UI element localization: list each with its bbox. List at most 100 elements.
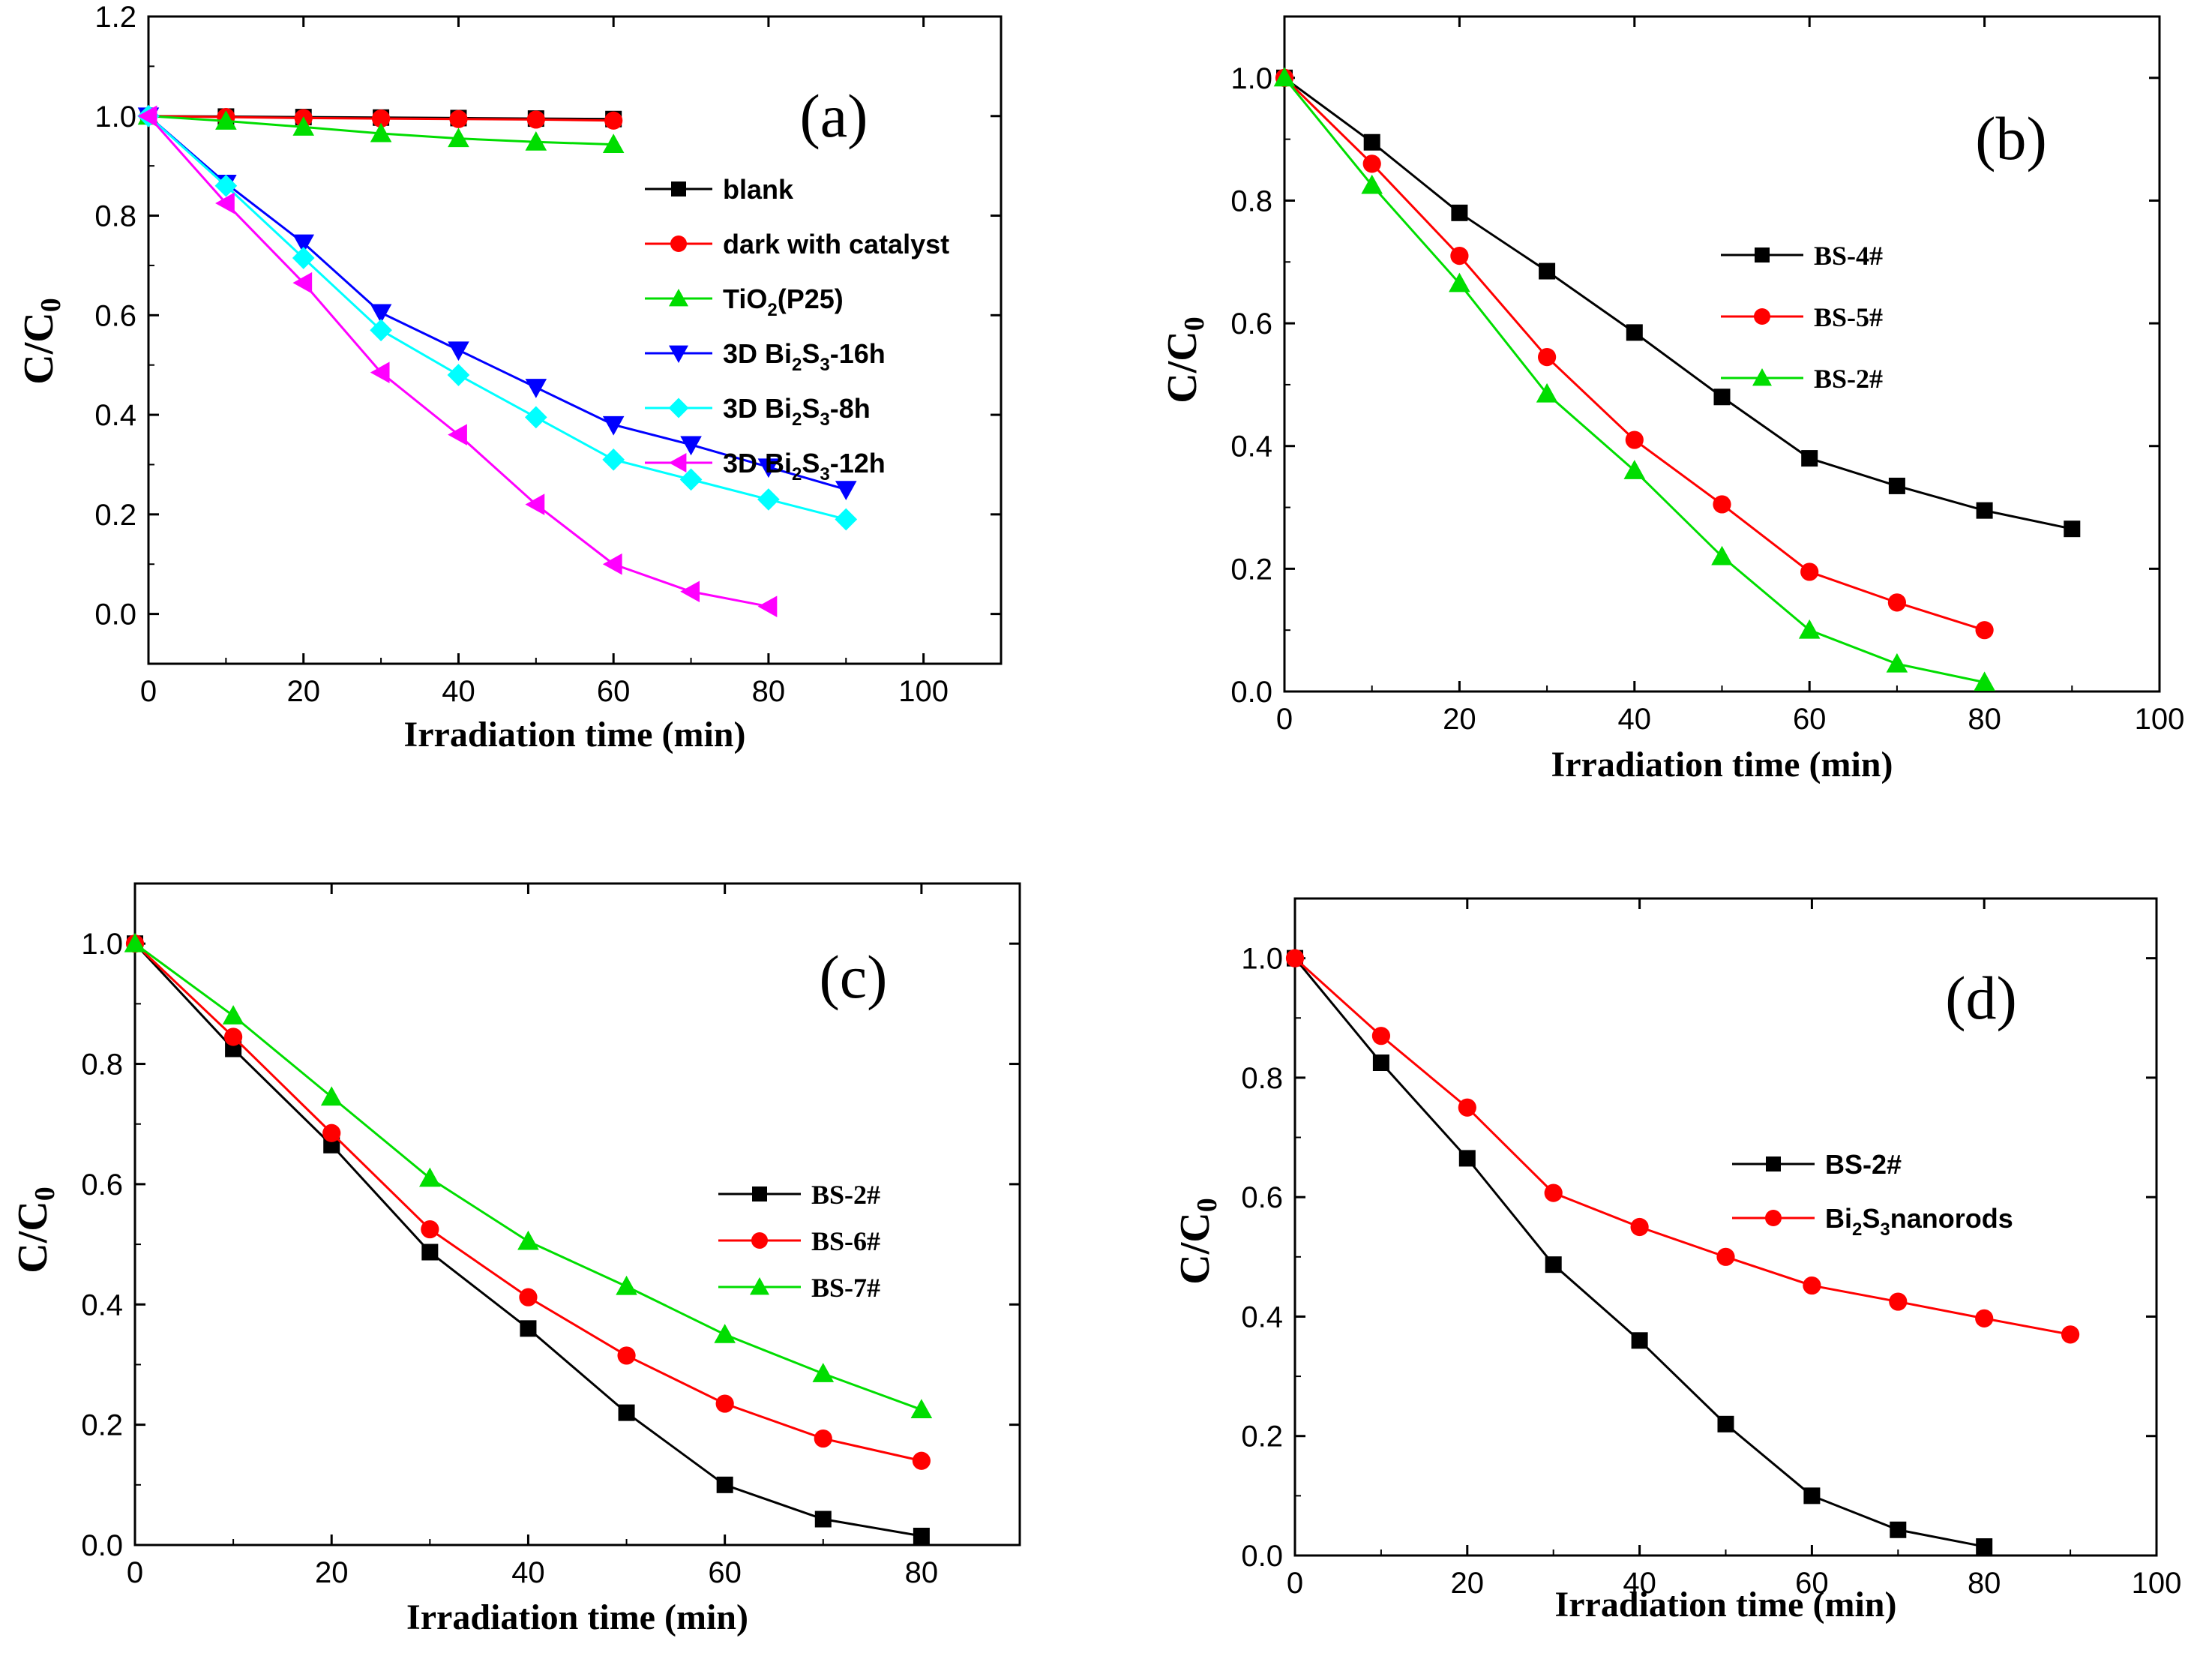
legend-entry: BS-2# [718, 1180, 880, 1210]
y-tick-label: 0.4 [94, 399, 136, 432]
legend-marker [670, 236, 687, 252]
panel-label: (a) [799, 82, 868, 150]
y-tick-label: 0.2 [94, 499, 136, 532]
data-point [1888, 477, 1905, 494]
data-point [757, 488, 780, 511]
series-line [1293, 957, 2071, 1336]
data-point [1803, 1276, 1821, 1295]
y-tick-label: 0.4 [1241, 1300, 1283, 1334]
data-point [292, 272, 313, 294]
x-tick-label: 0 [140, 675, 157, 708]
data-point [1449, 272, 1470, 292]
chart-panel-d: 0 20 40 60 80 100 0.0 0.2 0.4 0.6 0.8 1.0 Irradiatio… [1172, 897, 2182, 1624]
data-point [421, 1220, 439, 1239]
data-point [1803, 1487, 1821, 1504]
legend-label: BS-2# [811, 1180, 880, 1210]
data-point [370, 319, 392, 342]
data-point [2061, 1325, 2080, 1344]
legend-entry: TiO2(P25) [645, 284, 844, 320]
y-tick-label: 0.2 [81, 1409, 123, 1442]
x-tick-label: 0 [127, 1556, 143, 1589]
y-tick-label: 0.8 [94, 200, 136, 233]
y-tick-label: 1.0 [1230, 62, 1272, 95]
series-bi2s3nanorods [1285, 949, 2080, 1344]
data-point [913, 1527, 930, 1544]
panel-label: (c) [819, 943, 887, 1011]
x-tick-label: 0 [1276, 703, 1293, 736]
data-point [526, 110, 545, 129]
series-bs-2- [1273, 67, 1995, 692]
x-tick-label: 0 [1287, 1567, 1303, 1600]
data-point [421, 1244, 439, 1261]
data-point [449, 110, 468, 128]
legend-marker [752, 1186, 767, 1202]
data-point [215, 192, 235, 214]
y-tick-label: 1.0 [94, 100, 136, 134]
data-point [1717, 1415, 1734, 1432]
legend-entry: BS-5# [1721, 302, 1883, 332]
legend-marker [669, 453, 687, 472]
y-tick-label: 1.2 [94, 1, 136, 34]
data-point [525, 130, 547, 151]
x-tick-label: 40 [511, 1556, 545, 1589]
data-point [448, 424, 467, 446]
legend-entry: 3D Bi2S3-16h [645, 338, 886, 375]
data-point [602, 416, 625, 436]
chart-panel-a: 0 20 40 60 80 100 0.0 0.2 0.4 0.6 0.8 1.0 1.2 Irradia… [16, 1, 1003, 754]
legend-marker [1754, 308, 1770, 325]
legend-entry: BS-2# [1732, 1149, 1902, 1180]
y-axis-label: C/C0 [1159, 316, 1210, 403]
panel-label: (b) [1975, 104, 2047, 172]
legend-marker [669, 289, 688, 307]
x-axis-label: Irradiation time (min) [1555, 1585, 1897, 1624]
data-point [812, 1363, 835, 1382]
data-point [1626, 324, 1643, 341]
x-axis-label: Irradiation time (min) [404, 715, 746, 754]
data-point [215, 110, 237, 130]
legend-entry: 3D Bi2S3-8h [645, 393, 871, 430]
chart-panel-c: 0 20 40 60 80 0.0 0.2 0.4 0.6 0.8 1.0 Irradiation t… [10, 882, 1021, 1637]
data-point [1716, 1247, 1735, 1266]
y-axis-label: C/C0 [10, 1186, 61, 1273]
data-point [602, 553, 622, 575]
x-tick-label: 40 [1618, 703, 1652, 736]
legend-marker [669, 345, 688, 363]
legend-label: BS-7# [811, 1273, 880, 1303]
x-tick-label: 80 [752, 675, 786, 708]
legend-entry: BS-2# [1721, 364, 1883, 394]
legend-marker [1755, 248, 1770, 262]
y-tick-label: 0.2 [1241, 1420, 1283, 1454]
y-tick-label: 1.0 [81, 928, 123, 961]
data-point [1362, 154, 1381, 173]
legend-label: 3D Bi2S3-16h [723, 338, 886, 375]
data-point [680, 436, 702, 456]
data-point [517, 1230, 539, 1250]
data-point [224, 1028, 243, 1046]
y-tick-label: 0.0 [94, 598, 136, 632]
legend-label: BS-2# [1825, 1149, 1902, 1180]
x-tick-label: 100 [2132, 1567, 2182, 1600]
series-line [1283, 76, 1986, 632]
x-tick-label: 80 [1968, 1567, 2001, 1600]
legend-label: BS-4# [1814, 241, 1883, 271]
legend-marker [1766, 1156, 1781, 1172]
data-point [1458, 1098, 1476, 1117]
x-tick-label: 20 [1451, 1567, 1485, 1600]
series-bs-2- [1287, 950, 1993, 1556]
y-axis-label: C/C0 [1172, 1198, 1223, 1284]
x-tick-label: 80 [1968, 703, 2001, 736]
data-point [448, 128, 469, 148]
data-point [1623, 460, 1646, 479]
data-point [1625, 430, 1644, 449]
x-tick-label: 60 [597, 675, 631, 708]
data-point [124, 932, 146, 952]
data-point [1361, 174, 1383, 194]
data-point [1273, 67, 1296, 87]
data-point [1974, 671, 1995, 692]
data-point [835, 481, 857, 500]
y-tick-label: 0.8 [81, 1048, 123, 1082]
y-tick-label: 0.6 [1241, 1181, 1283, 1214]
data-point [910, 1399, 933, 1419]
data-point [1713, 388, 1731, 406]
data-point [1285, 949, 1305, 968]
